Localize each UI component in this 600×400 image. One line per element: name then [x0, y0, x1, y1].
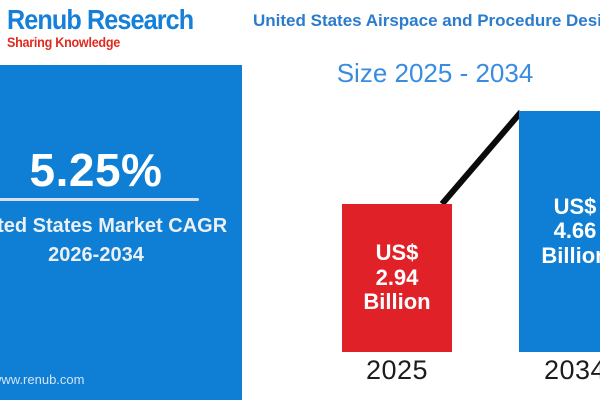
cagr-value: 5.25%: [29, 144, 163, 196]
chart-subtitle: Size 2025 - 2034: [336, 58, 534, 88]
bar-2025-unit: Billion: [363, 289, 431, 315]
logo-title: Renub Research: [7, 4, 194, 35]
bar-2034-value-label: US$ 4.66 Billion: [541, 193, 600, 269]
bar-2025-amount: 2.94: [375, 264, 419, 290]
website-url: www.renub.com: [0, 372, 85, 387]
x-label-2025: 2025: [365, 355, 429, 385]
bar-2034-currency: US$: [553, 193, 597, 219]
cagr-divider: [0, 198, 199, 201]
bar-2025-currency: US$: [375, 240, 419, 266]
bar-2034-unit: Billion: [541, 242, 600, 268]
page-title: United States Airspace and Procedure Des…: [253, 11, 600, 30]
bar-2025: US$ 2.94 Billion: [342, 204, 452, 352]
bar-2034-amount: 4.66: [553, 218, 597, 244]
x-label-2034: 2034: [543, 355, 600, 385]
logo: Renub Research Sharing Knowledge: [7, 4, 194, 50]
bar-2034: US$ 4.66 Billion: [519, 111, 600, 352]
bar-2025-value-label: US$ 2.94 Billion: [363, 240, 431, 315]
cagr-label-years: 2026-2034: [48, 244, 144, 266]
cagr-panel: 5.25% United States Market CAGR 2026-203…: [0, 65, 242, 400]
cagr-label: United States Market CAGR 2026-2034: [0, 212, 242, 270]
cagr-label-line1: United States Market CAGR: [0, 215, 228, 237]
logo-tagline: Sharing Knowledge: [7, 34, 121, 50]
trend-line: [439, 110, 524, 206]
